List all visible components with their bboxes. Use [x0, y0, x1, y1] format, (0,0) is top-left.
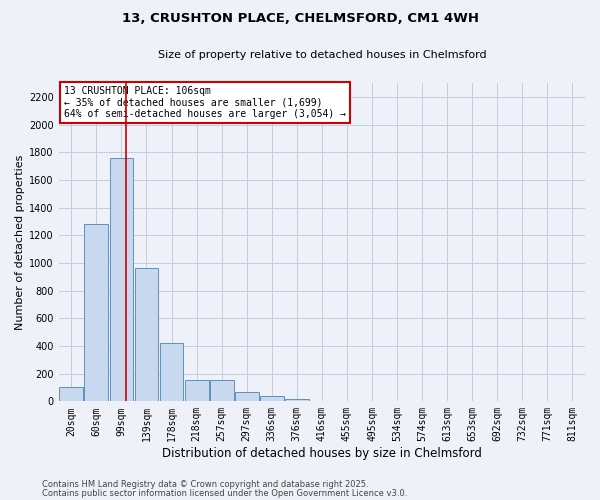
Bar	[235, 392, 259, 402]
Bar	[160, 343, 184, 402]
Text: Contains public sector information licensed under the Open Government Licence v3: Contains public sector information licen…	[42, 488, 407, 498]
Bar	[260, 396, 284, 402]
Text: Contains HM Land Registry data © Crown copyright and database right 2025.: Contains HM Land Registry data © Crown c…	[42, 480, 368, 489]
Y-axis label: Number of detached properties: Number of detached properties	[15, 154, 25, 330]
X-axis label: Distribution of detached houses by size in Chelmsford: Distribution of detached houses by size …	[162, 447, 482, 460]
Bar	[110, 158, 133, 402]
Text: 13 CRUSHTON PLACE: 106sqm
← 35% of detached houses are smaller (1,699)
64% of se: 13 CRUSHTON PLACE: 106sqm ← 35% of detac…	[64, 86, 346, 120]
Bar	[285, 398, 309, 402]
Bar	[85, 224, 108, 402]
Bar	[185, 380, 209, 402]
Bar	[210, 380, 233, 402]
Text: 13, CRUSHTON PLACE, CHELMSFORD, CM1 4WH: 13, CRUSHTON PLACE, CHELMSFORD, CM1 4WH	[121, 12, 479, 26]
Title: Size of property relative to detached houses in Chelmsford: Size of property relative to detached ho…	[158, 50, 486, 60]
Bar	[59, 387, 83, 402]
Bar	[134, 268, 158, 402]
